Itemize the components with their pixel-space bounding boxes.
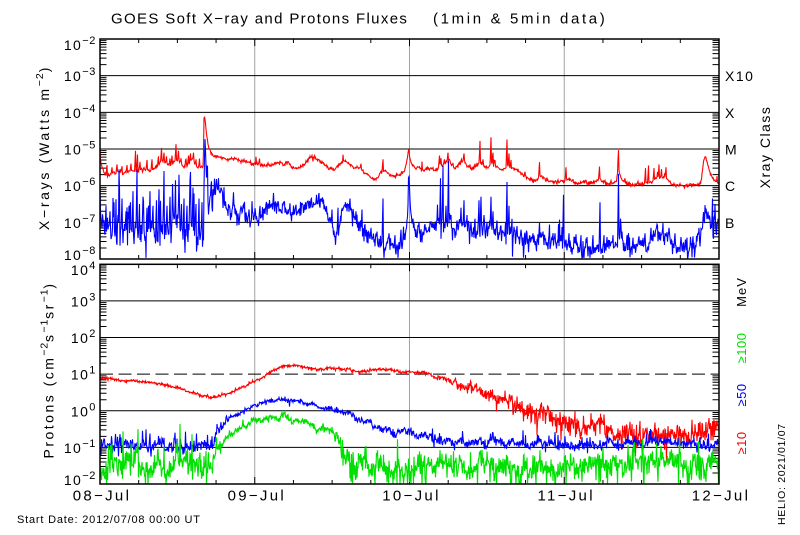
svg-text:10−7: 10−7 — [64, 213, 96, 231]
svg-text:C: C — [725, 178, 737, 194]
svg-text:10−1: 10−1 — [64, 438, 96, 456]
svg-text:≥100: ≥100 — [734, 333, 749, 364]
svg-text:≥10: ≥10 — [734, 431, 749, 454]
svg-text:11−Jul: 11−Jul — [538, 488, 595, 505]
svg-text:Protons (cm−2s−1sr−1): Protons (cm−2s−1sr−1) — [39, 281, 57, 458]
svg-text:MeV: MeV — [734, 277, 749, 307]
svg-text:101: 101 — [71, 365, 96, 383]
svg-text:M: M — [725, 142, 738, 158]
svg-text:Xray Class: Xray Class — [757, 106, 773, 189]
svg-text:≥50: ≥50 — [734, 383, 749, 406]
svg-text:10−5: 10−5 — [64, 140, 96, 158]
svg-text:10−2: 10−2 — [64, 35, 96, 53]
svg-text:HELIO: 2021/01/07: HELIO: 2021/01/07 — [776, 423, 788, 525]
svg-text:10−2: 10−2 — [64, 470, 96, 488]
svg-text:09−Jul: 09−Jul — [228, 488, 286, 505]
svg-text:08−Jul: 08−Jul — [73, 488, 131, 505]
svg-text:X: X — [725, 105, 736, 121]
svg-text:104: 104 — [71, 260, 96, 278]
svg-text:X10: X10 — [725, 68, 754, 84]
svg-text:10−Jul: 10−Jul — [382, 488, 440, 505]
svg-text:X−rays (Watts m−2): X−rays (Watts m−2) — [34, 65, 52, 230]
svg-text:10−4: 10−4 — [64, 103, 96, 121]
svg-text:102: 102 — [71, 328, 96, 346]
svg-text:10−8: 10−8 — [64, 245, 96, 263]
svg-text:100: 100 — [71, 401, 96, 419]
svg-text:(1min & 5min data): (1min & 5min data) — [433, 11, 607, 28]
svg-text:10−6: 10−6 — [64, 176, 96, 194]
svg-text:103: 103 — [71, 291, 96, 309]
svg-text:B: B — [725, 215, 736, 231]
svg-text:10−3: 10−3 — [64, 66, 96, 84]
svg-text:12−Jul: 12−Jul — [692, 488, 750, 505]
svg-text:GOES Soft X−ray and Protons Fl: GOES Soft X−ray and Protons Fluxes — [111, 11, 408, 28]
svg-text:Start Date: 2012/07/08 00:00 U: Start Date: 2012/07/08 00:00 UT — [17, 514, 201, 526]
